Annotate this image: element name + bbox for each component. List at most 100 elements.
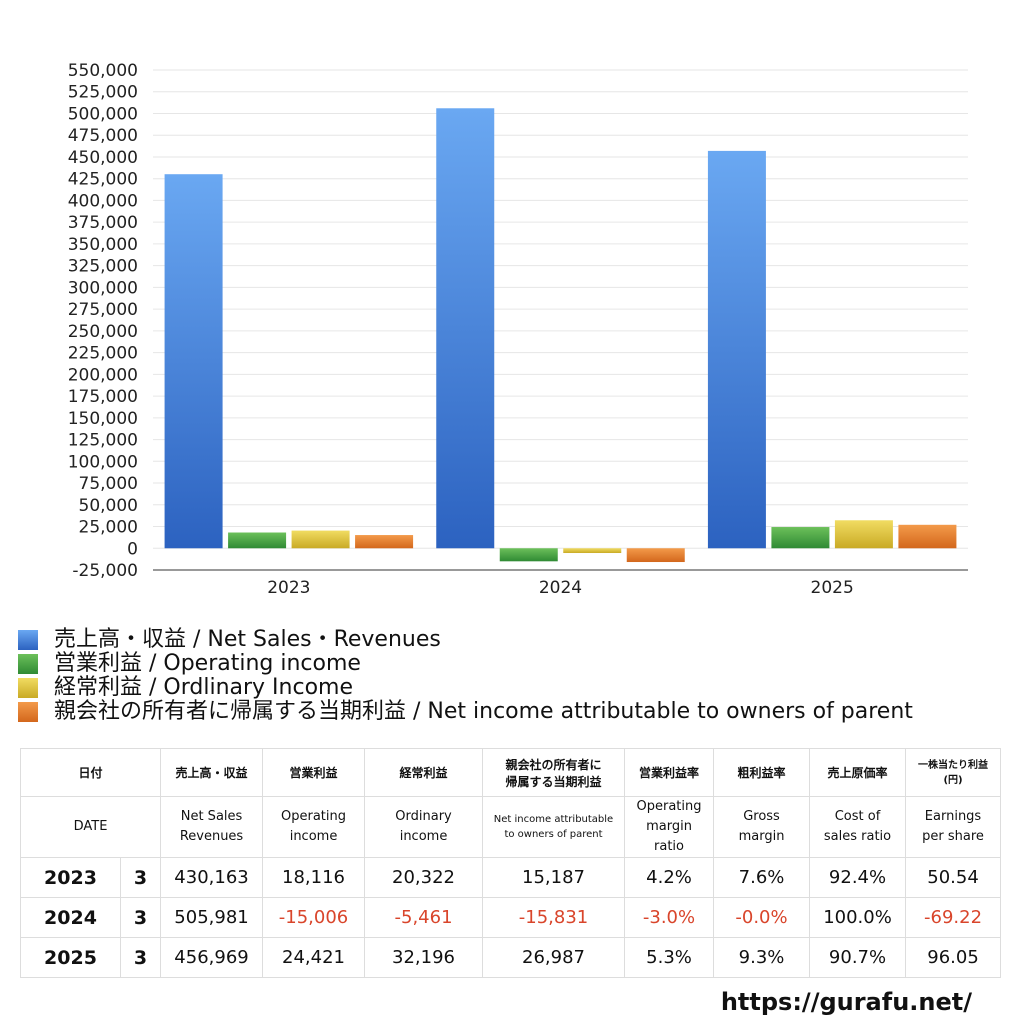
bar-2024-series-3	[626, 548, 685, 563]
legend-swatch-operating	[18, 654, 38, 674]
header-gross-jp: 粗利益率	[713, 748, 811, 797]
table-row: 2024 3 505,981 -15,006 -5,461 -15,831 -3…	[20, 897, 1002, 938]
header-op-margin-jp: 営業利益率	[624, 748, 715, 797]
header-ordinary-en-l2: income	[399, 829, 448, 844]
bar-2024-series-0	[436, 108, 495, 549]
financial-table: 日付 売上高・収益 営業利益 経常利益 親会社の所有者に 帰属する当期利益 営業利…	[19, 748, 1002, 978]
header-net-jp: 親会社の所有者に 帰属する当期利益	[482, 748, 626, 797]
legend-swatch-ordinary	[18, 678, 38, 698]
cell-net: -15,831	[482, 897, 626, 938]
header-operating-jp: 営業利益	[262, 748, 366, 797]
header-ordinary-en: Ordinary income	[364, 796, 484, 858]
bar-2023-series-0	[164, 174, 223, 549]
bar-2023-series-2	[291, 530, 350, 549]
cell-ordinary: 32,196	[364, 937, 484, 978]
legend-item-ordinary: 経常利益 / Ordlinary Income	[18, 676, 913, 700]
header-gross-en-l1: Gross	[743, 809, 780, 824]
grid-lines	[153, 69, 968, 571]
legend-item-net: 親会社の所有者に帰属する当期利益 / Net income attributab…	[18, 700, 913, 724]
header-op-margin-en-l2: margin	[646, 819, 692, 834]
cell-cost: 100.0%	[809, 897, 907, 938]
header-sales-en-l2: Revenues	[179, 829, 244, 844]
cell-month: 3	[119, 897, 162, 938]
y-tick-label: 425,000	[68, 170, 138, 190]
header-op-margin-en: Operating margin ratio	[624, 796, 715, 858]
legend-swatch-sales	[18, 630, 38, 650]
bar-2024-series-1	[499, 548, 558, 562]
cell-op-margin: 4.2%	[624, 857, 715, 898]
y-tick-label: 450,000	[68, 148, 138, 168]
y-tick-label: 50,000	[79, 496, 138, 516]
bar-2025-series-3	[898, 524, 957, 549]
y-tick-label: 225,000	[68, 344, 138, 364]
header-gross-en: Gross margin	[713, 796, 811, 858]
header-eps-jp: 一株当たり利益 (円)	[905, 748, 1002, 797]
legend-label-net: 親会社の所有者に帰属する当期利益 / Net income attributab…	[54, 699, 913, 724]
legend-label-operating: 営業利益 / Operating income	[54, 651, 361, 676]
cell-gross: -0.0%	[713, 897, 811, 938]
cell-eps: -69.22	[905, 897, 1002, 938]
y-tick-label: 275,000	[68, 300, 138, 320]
table-row: 2023 3 430,163 18,116 20,322 15,187 4.2%…	[20, 857, 1002, 898]
header-eps-jp-line1: 一株当たり利益	[918, 759, 989, 771]
header-eps-jp-line2: (円)	[943, 774, 963, 786]
header-ordinary-jp: 経常利益	[364, 748, 484, 797]
cell-month: 3	[119, 857, 162, 898]
bar-2023-series-1	[228, 532, 287, 549]
y-tick-label: 150,000	[68, 409, 138, 429]
header-cost-jp: 売上原価率	[809, 748, 907, 797]
header-date-en: DATE	[19, 796, 162, 858]
legend-label-ordinary: 経常利益 / Ordlinary Income	[54, 675, 353, 700]
header-net-en-l2: to owners of parent	[504, 829, 603, 840]
legend-item-sales: 売上高・収益 / Net Sales・Revenues	[18, 628, 913, 652]
legend-swatch-net	[18, 702, 38, 722]
y-tick-label: 550,000	[68, 61, 138, 81]
cell-sales: 430,163	[160, 857, 264, 898]
header-net-jp-line2: 帰属する当期利益	[505, 774, 602, 789]
table-header-jp: 日付 売上高・収益 営業利益 経常利益 親会社の所有者に 帰属する当期利益 営業利…	[19, 748, 1002, 797]
cell-cost: 90.7%	[809, 937, 907, 978]
header-net-en-l1: Net income attributable	[493, 814, 614, 825]
cell-operating: -15,006	[262, 897, 366, 938]
header-date-jp: 日付	[19, 748, 162, 797]
cell-year: 2024	[20, 897, 121, 938]
header-eps-en-l2: per share	[922, 829, 984, 844]
cell-eps: 50.54	[905, 857, 1002, 898]
header-cost-en: Cost of sales ratio	[809, 796, 907, 858]
header-op-margin-en-l1: Operating	[636, 799, 702, 814]
cell-operating: 24,421	[262, 937, 366, 978]
y-tick-label: 375,000	[68, 213, 138, 233]
header-net-en: Net income attributable to owners of pare…	[482, 796, 626, 858]
legend: 売上高・収益 / Net Sales・Revenues 営業利益 / Opera…	[18, 628, 913, 724]
header-operating-en-l2: income	[289, 829, 338, 844]
y-tick-label: 250,000	[68, 322, 138, 342]
bar-2025-series-1	[771, 527, 830, 549]
cell-year: 2025	[20, 937, 121, 978]
cell-operating: 18,116	[262, 857, 366, 898]
header-sales-en: Net Sales Revenues	[160, 796, 264, 858]
y-tick-label: 325,000	[68, 257, 138, 277]
cell-op-margin: 5.3%	[624, 937, 715, 978]
y-tick-label: 75,000	[79, 474, 138, 494]
header-sales-en-l1: Net Sales	[180, 809, 243, 824]
header-op-margin-en-l3: ratio	[654, 839, 684, 854]
site-url[interactable]: https://gurafu.net/	[720, 988, 972, 1016]
header-cost-en-l2: sales ratio	[823, 829, 892, 844]
cell-ordinary: -5,461	[364, 897, 484, 938]
bar-chart: 550,000525,000500,000475,000450,000425,0…	[68, 61, 968, 598]
header-gross-en-l2: margin	[738, 829, 785, 844]
bar-2025-series-0	[707, 150, 766, 549]
header-eps-en-l1: Earnings	[924, 809, 982, 824]
y-tick-label: -25,000	[72, 561, 138, 581]
bars	[164, 108, 957, 563]
cell-gross: 9.3%	[713, 937, 811, 978]
cell-eps: 96.05	[905, 937, 1002, 978]
cell-op-margin: -3.0%	[624, 897, 715, 938]
table-row: 2025 3 456,969 24,421 32,196 26,987 5.3%…	[20, 937, 1002, 978]
x-axis-ticks: 2023 2024 2025	[267, 578, 854, 598]
y-axis-ticks: 550,000525,000500,000475,000450,000425,0…	[68, 61, 138, 581]
header-sales-jp: 売上高・収益	[160, 748, 264, 797]
header-operating-en: Operating income	[262, 796, 366, 858]
cell-net: 26,987	[482, 937, 626, 978]
y-tick-label: 475,000	[68, 126, 138, 146]
